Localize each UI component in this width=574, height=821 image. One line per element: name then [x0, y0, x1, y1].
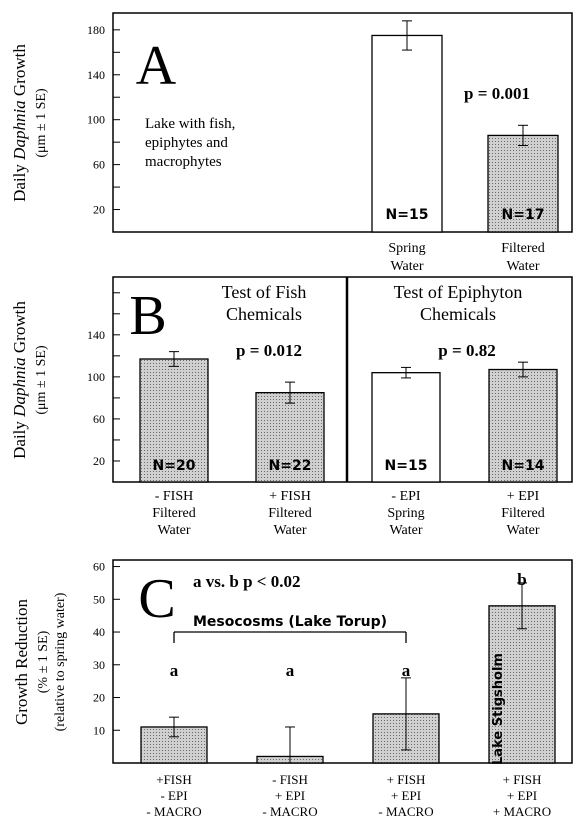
- panel-c-letter: C: [138, 568, 175, 630]
- panel-c-y-tick-label: 40: [93, 625, 105, 639]
- panel-a-annotation: macrophytes: [145, 154, 222, 170]
- panel-c-lake-label: Lake Stigsholm: [491, 653, 506, 765]
- panel-c-category-label: + EPI: [275, 788, 305, 803]
- panel-c-y-tick-label: 10: [93, 723, 105, 737]
- panel-c-y-tick-label: 60: [93, 560, 105, 574]
- panel-c-significance-letter: a: [170, 661, 179, 680]
- panel-a-n-label: N=15: [386, 207, 429, 223]
- panel-b-n-label: N=22: [269, 458, 312, 474]
- panel-c-category-label: + MACRO: [493, 804, 551, 819]
- panel-b-y-tick-label: 140: [87, 328, 105, 342]
- panel-a-frame: [112, 12, 573, 233]
- panel-c-stat-label: a vs. b p < 0.02: [193, 572, 300, 591]
- panel-c-category-label: + FISH: [503, 772, 542, 787]
- panel-b-category-label: Water: [506, 523, 539, 538]
- panel-b-p-left: p = 0.012: [236, 341, 302, 360]
- panel-b-category-label: Filtered: [501, 506, 545, 521]
- panel-c-y-axis-label: Growth Reduction: [12, 598, 31, 725]
- panel-c-category-label: - MACRO: [378, 804, 433, 819]
- panel-b-right-title: Chemicals: [420, 304, 496, 324]
- panel-b-y-axis-label: Daily Daphnia Growth: [10, 301, 29, 459]
- panel-a-letter: A: [136, 35, 177, 97]
- panel-b-n-label: N=15: [385, 458, 428, 474]
- panel-c-bar: [488, 605, 556, 764]
- panel-c-bracket-label: Mesocosms (Lake Torup): [193, 614, 387, 630]
- panel-a-p-value: p = 0.001: [464, 84, 530, 103]
- panel-b-frame: [112, 276, 573, 483]
- panel-b-category-label: Filtered: [268, 506, 312, 521]
- panel-c-category-label: + EPI: [507, 788, 537, 803]
- panel-b-category-label: Water: [273, 523, 306, 538]
- panel-b-right-title: Test of Epiphyton: [394, 282, 523, 302]
- panel-a-bar: [371, 34, 443, 233]
- panel-b-bar: [139, 358, 209, 483]
- panel-b-n-label: N=20: [153, 458, 196, 474]
- panel-a-category-label: Water: [390, 259, 423, 274]
- panel-a-annotation: epiphytes and: [145, 135, 228, 151]
- panel-b-n-label: N=14: [502, 458, 545, 474]
- panel-a-annotation: Lake with fish,: [145, 116, 235, 132]
- panel-a-y-axis-unit: (μm ± 1 SE): [34, 88, 49, 158]
- panel-c-significance-letter: b: [517, 570, 526, 589]
- panel-b-category-label: + FISH: [269, 489, 311, 504]
- panel-b-y-tick-label: 60: [93, 412, 105, 426]
- panel-a-y-tick-label: 100: [87, 113, 105, 127]
- panel-b-letter: B: [129, 285, 166, 347]
- panel-b-left-title: Test of Fish: [222, 282, 307, 302]
- panel-b-category-label: Water: [389, 523, 422, 538]
- panel-b-category-label: + EPI: [507, 489, 540, 504]
- panel-c-category-label: - MACRO: [262, 804, 317, 819]
- panel-b-bar: [255, 391, 325, 483]
- panel-b-category-label: Water: [157, 523, 190, 538]
- panel-c-category-label: - FISH: [272, 772, 308, 787]
- panel-b-left-title: Chemicals: [226, 304, 302, 324]
- panel-a-y-axis-label: Daily Daphnia Growth: [10, 44, 29, 202]
- panel-a-n-label: N=17: [502, 207, 545, 223]
- panel-c-y-tick-label: 30: [93, 658, 105, 672]
- panel-c-y-tick-label: 50: [93, 592, 105, 606]
- panel-c-y-tick-label: 20: [93, 691, 105, 705]
- panel-c-category-label: - EPI: [160, 788, 187, 803]
- panel-b-category-label: Filtered: [152, 506, 196, 521]
- panel-c-y-axis-unit: (% ± 1 SE): [36, 630, 51, 693]
- panel-a-y-tick-label: 60: [93, 158, 105, 172]
- panel-a-category-label: Water: [506, 259, 539, 274]
- panel-c-category-label: + EPI: [391, 788, 421, 803]
- panel-a-category-label: Filtered: [501, 241, 545, 256]
- panel-c-significance-letter: a: [402, 661, 411, 680]
- panel-a-category-label: Spring: [388, 241, 425, 256]
- panel-b-category-label: - EPI: [391, 489, 421, 504]
- panel-b-category-label: Spring: [387, 506, 424, 521]
- panel-a-y-tick-label: 180: [87, 23, 105, 37]
- panel-a-y-tick-label: 20: [93, 203, 105, 217]
- panel-c-y-axis-sub: (relative to spring water): [53, 592, 68, 731]
- panel-a-y-tick-label: 140: [87, 68, 105, 82]
- panel-c-category-label: - MACRO: [146, 804, 201, 819]
- panel-b-bar: [371, 372, 441, 483]
- panel-c-category-label: + FISH: [387, 772, 426, 787]
- panel-b-y-tick-label: 20: [93, 454, 105, 468]
- panel-c-significance-letter: a: [286, 661, 295, 680]
- panel-b-p-right: p = 0.82: [438, 341, 495, 360]
- panel-c-frame: [112, 559, 573, 764]
- panel-b-y-tick-label: 100: [87, 370, 105, 384]
- panel-a-bar: [487, 134, 559, 233]
- panel-b-y-axis-unit: (μm ± 1 SE): [34, 345, 49, 415]
- panel-b-category-label: - FISH: [155, 489, 194, 504]
- panel-b-bar: [488, 368, 558, 483]
- panel-c-category-label: +FISH: [156, 772, 192, 787]
